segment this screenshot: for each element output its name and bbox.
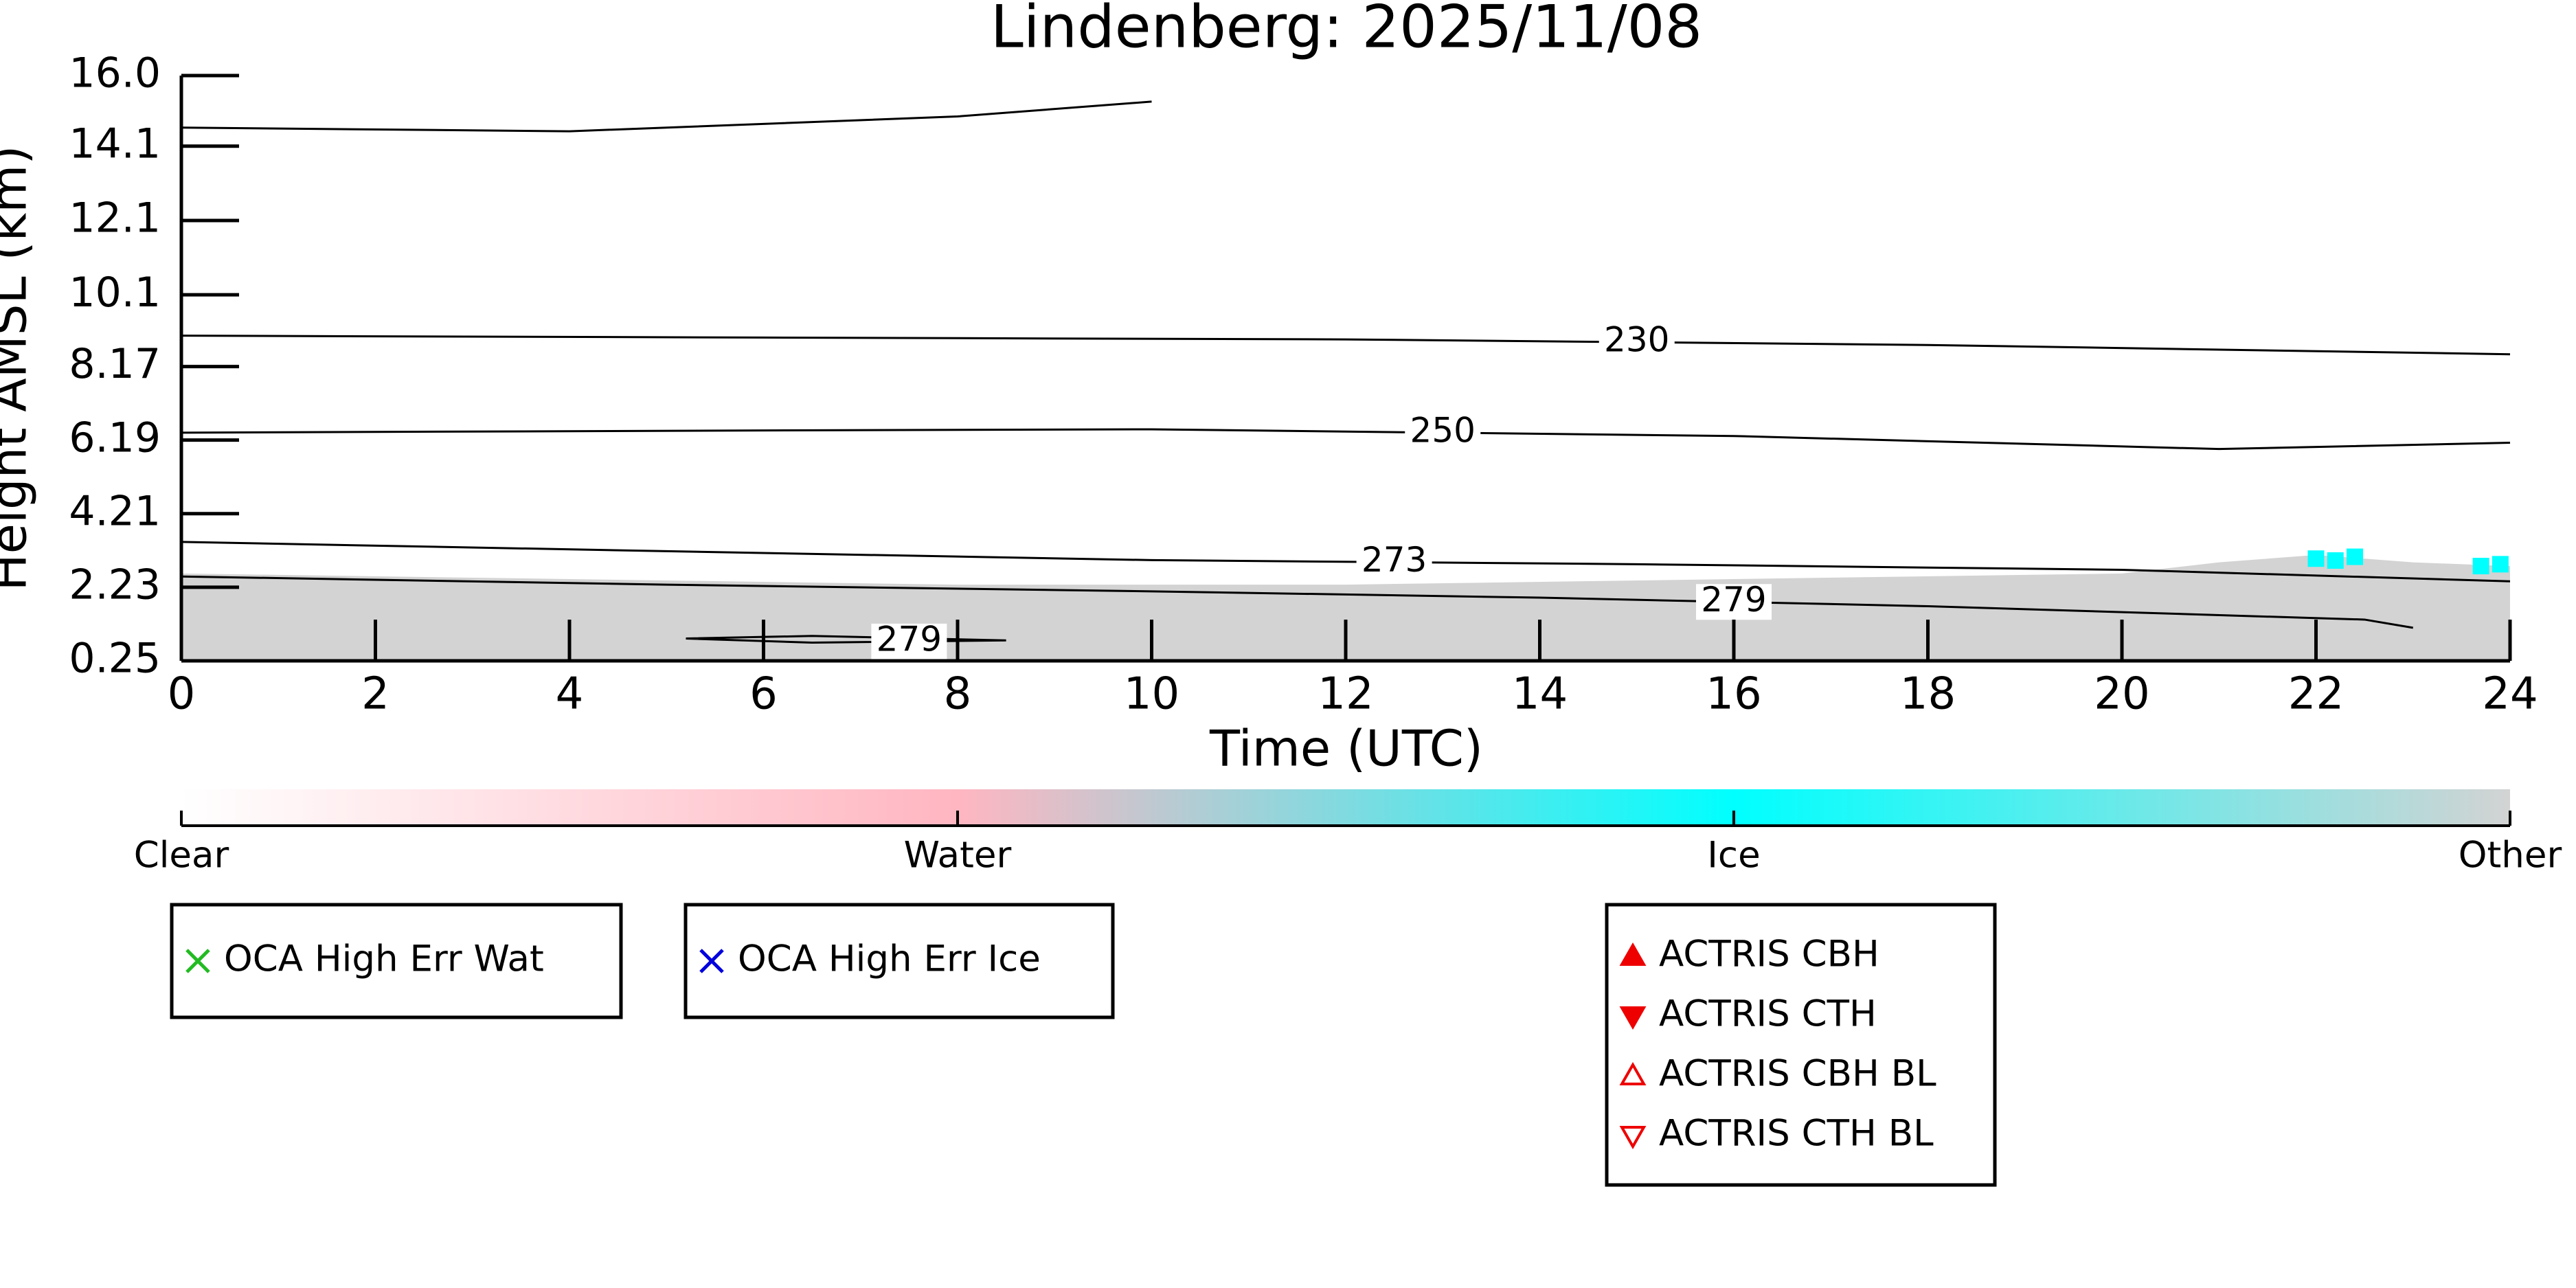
ice-pixel	[2307, 550, 2325, 567]
contour-label-bg	[1405, 414, 1481, 451]
y-tick-label: 12.1	[69, 194, 161, 242]
ice-pixel	[2347, 548, 2363, 565]
chart-title: Lindenberg: 2025/11/08	[991, 0, 1702, 61]
contour-label-bg	[1356, 544, 1432, 580]
contour-label-bg	[1696, 584, 1772, 620]
y-tick-label: 16.0	[69, 49, 161, 98]
legend-box	[170, 903, 623, 1019]
contour-line	[181, 428, 2511, 451]
legend-marker	[1619, 1061, 1647, 1085]
contour-line	[181, 100, 1152, 133]
legend-marker	[185, 949, 210, 973]
y-tick-label: 8.17	[69, 340, 161, 388]
x-axis-label: Time (UTC)	[1209, 720, 1483, 778]
x-tick-label: 24	[2482, 669, 2538, 720]
colorbar	[181, 789, 2510, 825]
x-tick-label: 2	[361, 669, 389, 720]
colorbar-label: Water	[904, 835, 1012, 877]
contour-label: 279	[1701, 580, 1766, 620]
x-tick-label: 18	[1900, 669, 1956, 720]
legend-label: ACTRIS CTH	[1659, 993, 1877, 1035]
legend-marker	[1619, 1126, 1647, 1150]
legend-label: OCA High Err Ice	[738, 938, 1041, 980]
legend-label: ACTRIS CBH BL	[1659, 1053, 1936, 1095]
contour-line	[686, 635, 1006, 644]
y-tick-label: 14.1	[69, 120, 161, 168]
legend-label: ACTRIS CBH	[1659, 934, 1879, 975]
contour-label-bg	[1598, 324, 1675, 361]
legend-marker	[1619, 942, 1647, 966]
x-tick-label: 14	[1512, 669, 1568, 720]
x-tick-label: 12	[1318, 669, 1373, 720]
colorbar-label: Other	[2459, 835, 2562, 877]
contour-label-bg	[871, 623, 947, 659]
ice-pixel	[2327, 552, 2344, 569]
y-axis-label: Height AMSL (km)	[0, 146, 38, 591]
y-tick-label: 0.25	[69, 635, 161, 683]
contour-label: 230	[1604, 320, 1669, 360]
legend-box	[1605, 903, 1997, 1187]
y-tick-label: 4.21	[69, 487, 161, 535]
contour-line	[181, 575, 2413, 629]
contour-line	[181, 335, 2511, 356]
contour-label: 279	[877, 619, 942, 659]
x-tick-label: 8	[944, 669, 972, 720]
y-tick-label: 10.1	[69, 269, 161, 317]
legend-marker	[699, 949, 724, 973]
legend-label: ACTRIS CTH BL	[1659, 1113, 1934, 1155]
colorbar-label: Clear	[134, 835, 229, 877]
x-tick-label: 0	[168, 669, 196, 720]
x-tick-label: 10	[1124, 669, 1179, 720]
legend-box	[683, 903, 1115, 1019]
y-tick-label: 6.19	[69, 414, 161, 462]
x-tick-label: 22	[2288, 669, 2344, 720]
contour-label: 250	[1410, 410, 1476, 450]
x-tick-label: 4	[556, 669, 584, 720]
x-tick-label: 6	[749, 669, 778, 720]
legend-label: OCA High Err Wat	[224, 938, 544, 980]
legend-marker	[1619, 1006, 1647, 1030]
ice-pixel	[2472, 558, 2489, 575]
contour-label: 273	[1362, 540, 1427, 580]
x-tick-label: 20	[2094, 669, 2149, 720]
colorbar-label: Ice	[1707, 835, 1760, 877]
y-tick-label: 2.23	[69, 561, 161, 609]
x-tick-label: 16	[1706, 669, 1761, 720]
ice-pixel	[2492, 556, 2509, 573]
